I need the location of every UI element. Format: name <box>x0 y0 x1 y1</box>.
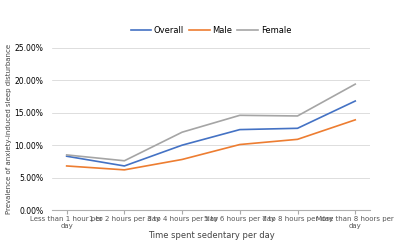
Male <box>180 158 184 161</box>
Male <box>295 138 300 141</box>
Line: Female: Female <box>67 84 355 161</box>
Female <box>122 159 127 162</box>
Overall <box>353 100 358 103</box>
Line: Overall: Overall <box>67 101 355 166</box>
Female <box>64 154 69 156</box>
Overall <box>295 127 300 130</box>
Y-axis label: Prevalence of anxiety-induced sleep disturbance: Prevalence of anxiety-induced sleep dist… <box>6 44 12 214</box>
Overall <box>64 155 69 158</box>
Female <box>295 114 300 117</box>
X-axis label: Time spent sedentary per day: Time spent sedentary per day <box>148 231 274 240</box>
Male <box>353 118 358 121</box>
Male <box>64 165 69 168</box>
Overall <box>180 144 184 147</box>
Female <box>180 131 184 134</box>
Line: Male: Male <box>67 120 355 170</box>
Male <box>122 168 127 171</box>
Female <box>353 83 358 86</box>
Male <box>238 143 242 146</box>
Overall <box>122 165 127 168</box>
Female <box>238 114 242 117</box>
Overall <box>238 128 242 131</box>
Legend: Overall, Male, Female: Overall, Male, Female <box>127 23 295 38</box>
